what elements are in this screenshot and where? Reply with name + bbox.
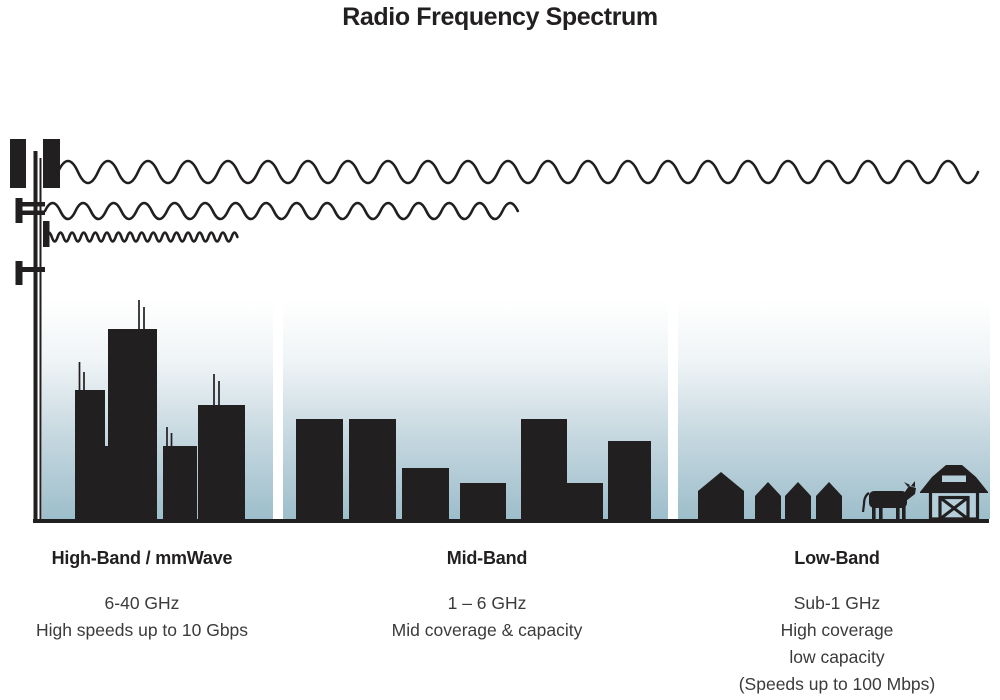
ground-line <box>33 519 989 523</box>
high-band-label-block: High-Band / mmWave 6-40 GHz High speeds … <box>22 548 262 644</box>
house-icon <box>785 482 811 519</box>
mid-band-frequency: 1 – 6 GHz <box>447 593 527 613</box>
high-band-heading: High-Band / mmWave <box>51 548 233 568</box>
rooftop-antennas <box>78 300 220 446</box>
mid-band-wave-icon <box>43 201 520 221</box>
house-icon <box>816 482 842 519</box>
house-icon <box>755 482 781 519</box>
low-band-label-block: Low-Band Sub-1 GHz High coverage low cap… <box>697 548 977 698</box>
low-band-heading: Low-Band <box>794 548 880 568</box>
high-band-city-icon <box>75 300 245 519</box>
low-band-speed: (Speeds up to 100 Mbps) <box>738 674 936 694</box>
mid-band-heading: Mid-Band <box>446 548 528 568</box>
cow-icon <box>861 481 916 519</box>
low-band-coverage: High coverage <box>780 620 894 640</box>
mid-band-sky-panel <box>283 300 668 519</box>
high-band-wave-icon <box>44 231 239 243</box>
low-band-frequency: Sub-1 GHz <box>793 593 881 613</box>
low-band-wave-icon <box>56 159 980 185</box>
mid-band-label-block: Mid-Band 1 – 6 GHz Mid coverage & capaci… <box>367 548 607 644</box>
mid-band-description: Mid coverage & capacity <box>391 620 583 640</box>
low-band-capacity: low capacity <box>789 647 885 667</box>
house-icon <box>698 472 744 519</box>
cell-tower-icon <box>10 139 60 520</box>
spectrum-illustration <box>10 139 990 523</box>
page-title: Radio Frequency Spectrum <box>342 3 658 31</box>
high-band-frequency: 6-40 GHz <box>104 593 180 613</box>
mid-band-buildings-icon <box>296 419 651 519</box>
barn-icon <box>920 465 988 521</box>
low-band-rural-icon <box>698 465 988 521</box>
high-band-description: High speeds up to 10 Gbps <box>35 620 249 640</box>
radio-waves <box>43 159 980 243</box>
